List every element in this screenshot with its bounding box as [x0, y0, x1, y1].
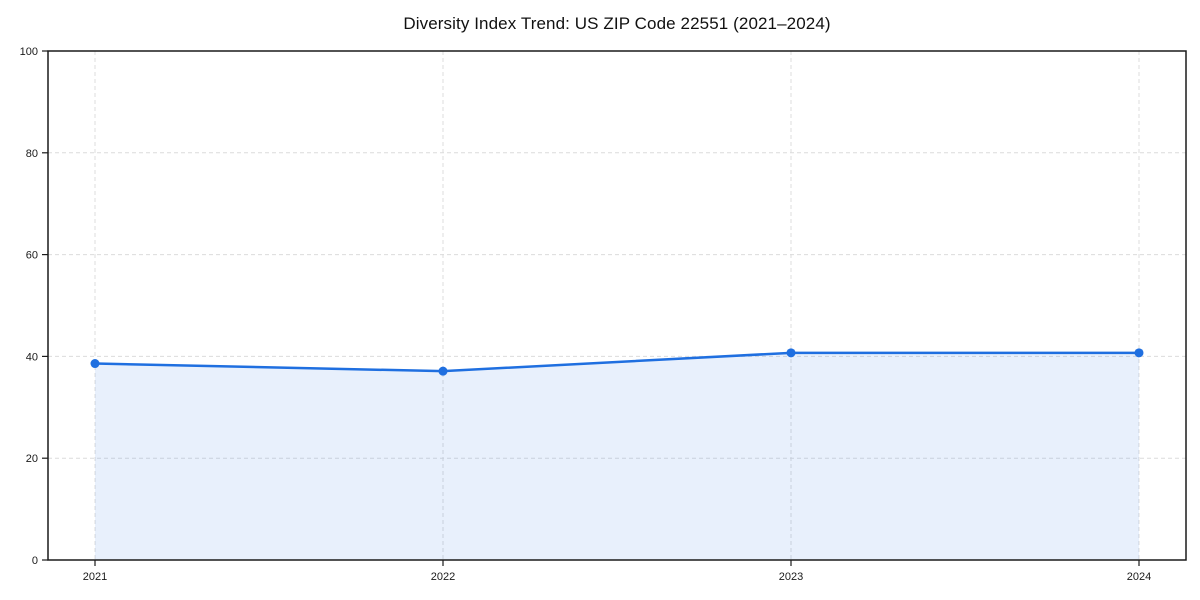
x-tick-label: 2021	[83, 571, 107, 583]
y-tick-label: 60	[26, 250, 38, 262]
data-point-marker	[90, 359, 100, 369]
trend-line	[93, 351, 1141, 373]
data-point-marker	[1134, 348, 1144, 358]
x-tick-label: 2024	[1127, 571, 1151, 583]
chart-title: Diversity Index Trend: US ZIP Code 22551…	[403, 14, 831, 33]
data-point-marker	[786, 348, 796, 358]
y-tick-label: 100	[20, 46, 38, 58]
data-point-marker	[438, 366, 448, 376]
y-tick-label: 20	[26, 453, 38, 465]
y-tick-label: 0	[32, 555, 38, 567]
area-fill	[95, 352, 1139, 560]
y-tick-label: 40	[26, 351, 38, 363]
plot-border	[47, 50, 1187, 561]
x-tick-label: 2023	[779, 571, 803, 583]
x-tick-label: 2022	[431, 571, 455, 583]
y-tick-label: 80	[26, 148, 38, 160]
